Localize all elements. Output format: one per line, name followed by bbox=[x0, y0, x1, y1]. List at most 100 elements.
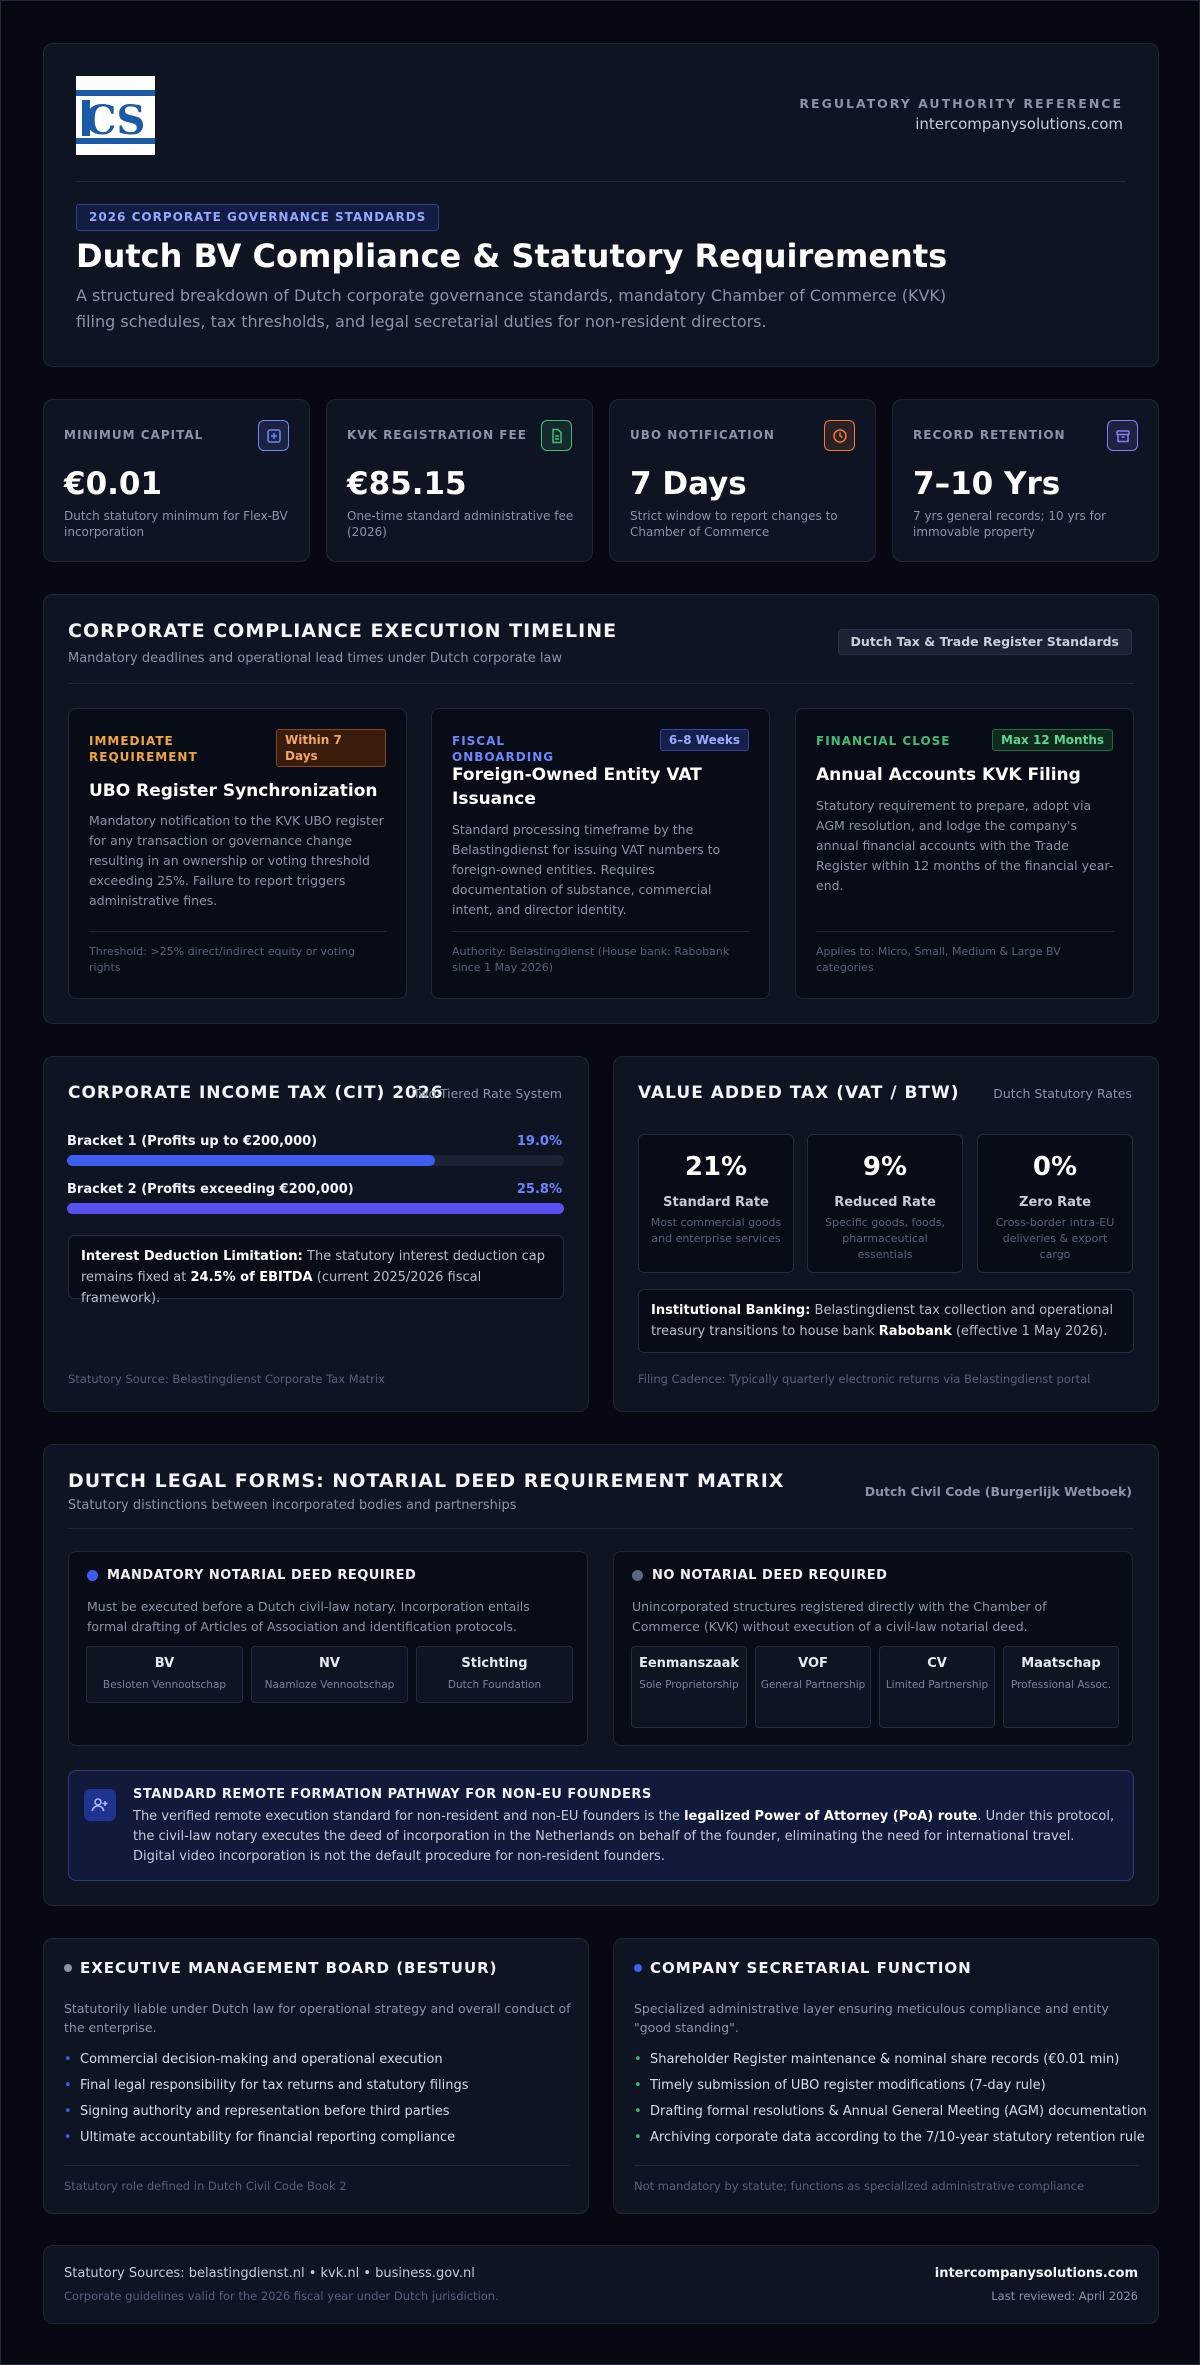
timeline-item: FISCAL ONBOARDING 6–8 Weeks Foreign-Owned … bbox=[431, 708, 770, 999]
bracket-bar-track bbox=[67, 1203, 564, 1214]
stat-label: RECORD RETENTION bbox=[913, 428, 1066, 442]
stat-description: Strict window to report changes to Chamb… bbox=[630, 509, 838, 539]
timeline-item-divider bbox=[816, 931, 1114, 932]
legal-form-name: VOF bbox=[798, 1656, 828, 1671]
page-title: Dutch BV Compliance & Statutory Requirem… bbox=[76, 237, 948, 275]
vat-rate-percent: 0% bbox=[1032, 1152, 1078, 1182]
timeline-kicker: FISCAL ONBOARDING bbox=[452, 734, 555, 764]
footer-reviewed: Last reviewed: April 2026 bbox=[991, 2289, 1138, 2303]
vat-title: VALUE ADDED TAX (VAT / BTW) bbox=[638, 1083, 960, 1103]
timeline-title: UBO Register Synchronization bbox=[89, 781, 378, 801]
footer-site[interactable]: intercompanysolutions.com bbox=[934, 2266, 1138, 2281]
secretary-divider bbox=[634, 2165, 1139, 2166]
deed-required-text: Must be executed before a Dutch civil-la… bbox=[87, 1599, 530, 1634]
stat-label: UBO NOTIFICATION bbox=[630, 428, 775, 442]
cit-card bbox=[43, 1056, 589, 1412]
house-bank: Rabobank bbox=[878, 1324, 952, 1339]
banking-heading: Institutional Banking: bbox=[651, 1303, 811, 1318]
timeline-body: Mandatory notification to the KVK UBO re… bbox=[89, 813, 384, 908]
deed-required-heading: MANDATORY NOTARIAL DEED REQUIRED bbox=[87, 1568, 416, 1583]
secretary-card: COMPANY SECRETARIAL FUNCTION Specialized… bbox=[613, 1938, 1159, 2214]
archive-icon bbox=[1107, 420, 1138, 451]
blue-dot-icon bbox=[87, 1570, 98, 1581]
timeline-badge: 6–8 Weeks bbox=[659, 729, 749, 751]
plus-square-icon bbox=[258, 420, 289, 451]
bracket-bar-fill bbox=[67, 1203, 564, 1214]
no-deed-panel: NO NOTARIAL DEED REQUIRED Unincorporated… bbox=[613, 1551, 1133, 1746]
secretary-description: Specialized administrative layer ensurin… bbox=[634, 2001, 1109, 2035]
vat-note: Dutch Statutory Rates bbox=[993, 1086, 1132, 1101]
vat-rate-box: 0% Zero Rate Cross-border intra-EU deliver… bbox=[977, 1134, 1133, 1273]
stat-card: RECORD RETENTION 7–10 Yrs 7 yrs general re… bbox=[892, 399, 1159, 562]
stat-card: KVK REGISTRATION FEE €85.15 One-time stand… bbox=[326, 399, 593, 562]
legal-form-box: Stichting Dutch Foundation bbox=[416, 1646, 573, 1703]
footer-sources: Statutory Sources: belastingdienst.nl • … bbox=[64, 2266, 475, 2281]
header-site: intercompanysolutions.com bbox=[915, 115, 1123, 133]
legal-form-description: Naamloze Vennootschap bbox=[264, 1679, 395, 1691]
board-description: Statutorily liable under Dutch law for o… bbox=[64, 2001, 571, 2035]
vat-rate-name: Reduced Rate bbox=[834, 1195, 936, 1210]
vat-rate-name: Zero Rate bbox=[1019, 1195, 1091, 1210]
timeline-badge: Max 12 Months bbox=[992, 729, 1113, 751]
timeline-item-divider bbox=[452, 931, 750, 932]
timeline-footnote: Threshold: >25% direct/indirect equity o… bbox=[89, 945, 356, 974]
year-tag: 2026 CORPORATE GOVERNANCE STANDARDS bbox=[76, 204, 440, 231]
timeline-item: IMMEDIATE REQUIREMENT Within 7 Days UBO Re… bbox=[68, 708, 407, 999]
legal-forms-title: DUTCH LEGAL FORMS: NOTARIAL DEED REQUIRE… bbox=[68, 1470, 785, 1492]
bracket-bar-track bbox=[67, 1155, 564, 1166]
company-logo: CS bbox=[76, 76, 155, 155]
list-item: Drafting formal resolutions & Annual Gen… bbox=[634, 2099, 1147, 2125]
secretary-title-text: COMPANY SECRETARIAL FUNCTION bbox=[650, 1959, 972, 1977]
legal-form-name: Eenmanszaak bbox=[638, 1656, 740, 1671]
timeline-item-divider bbox=[89, 931, 387, 932]
no-deed-heading: NO NOTARIAL DEED REQUIRED bbox=[632, 1568, 887, 1583]
ebitda-cap: 24.5% of EBITDA bbox=[190, 1270, 313, 1285]
footer-card: Statutory Sources: belastingdienst.nl • … bbox=[43, 2245, 1159, 2324]
board-divider bbox=[64, 2165, 569, 2166]
stat-value: 7 Days bbox=[630, 466, 747, 502]
stat-description: One-time standard administrative fee (20… bbox=[347, 509, 574, 539]
vat-rate-percent: 21% bbox=[684, 1152, 748, 1182]
bracket-rate: 25.8% bbox=[516, 1182, 562, 1197]
stat-description: Dutch statutory minimum for Flex-BV inco… bbox=[64, 509, 288, 539]
svg-text:CS: CS bbox=[85, 97, 146, 144]
vat-rate-name: Standard Rate bbox=[663, 1195, 769, 1210]
timeline-item: FINANCIAL CLOSE Max 12 Months Annual Accou… bbox=[795, 708, 1134, 999]
legal-form-box: Maatschap Professional Assoc. bbox=[1003, 1646, 1119, 1728]
cit-title: CORPORATE INCOME TAX (CIT) 2026 bbox=[68, 1083, 444, 1103]
stat-label: MINIMUM CAPITAL bbox=[64, 428, 204, 442]
banking-effective-date: (effective 1 May 2026). bbox=[951, 1324, 1108, 1339]
list-item: Shareholder Register maintenance & nomin… bbox=[634, 2047, 1147, 2073]
vat-rate-box: 9% Reduced Rate Specific goods, foods, pha… bbox=[807, 1134, 963, 1273]
list-item: Ultimate accountability for financial re… bbox=[64, 2125, 469, 2151]
poa-route: legalized Power of Attorney (PoA) route bbox=[684, 1809, 978, 1824]
legal-forms-subtitle: Statutory distinctions between incorpora… bbox=[68, 1498, 517, 1513]
interest-deduction-heading: Interest Deduction Limitation: bbox=[81, 1249, 303, 1264]
legal-form-description: General Partnership bbox=[760, 1679, 866, 1691]
vat-source: Filing Cadence: Typically quarterly elec… bbox=[638, 1372, 1091, 1386]
legal-form-description: Limited Partnership bbox=[885, 1679, 989, 1691]
legal-form-name: Maatschap bbox=[1021, 1656, 1101, 1671]
deed-required-label: MANDATORY NOTARIAL DEED REQUIRED bbox=[107, 1568, 417, 1583]
page-subtitle: A structured breakdown of Dutch corporat… bbox=[76, 286, 947, 331]
timeline-kicker: FINANCIAL CLOSE bbox=[816, 734, 951, 748]
secretary-duties-list: Shareholder Register maintenance & nomin… bbox=[634, 2047, 1147, 2151]
stat-card: MINIMUM CAPITAL €0.01 Dutch statutory mini… bbox=[43, 399, 310, 562]
legal-form-box: BV Besloten Vennootschap bbox=[86, 1646, 243, 1703]
authority-label: REGULATORY AUTHORITY REFERENCE bbox=[799, 96, 1123, 111]
legal-form-description: Besloten Vennootschap bbox=[102, 1679, 227, 1691]
bracket-rate: 19.0% bbox=[516, 1134, 562, 1149]
legal-form-name: CV bbox=[927, 1656, 947, 1671]
timeline-footnote: Authority: Belastingdienst (House bank: … bbox=[452, 945, 730, 974]
user-plus-icon bbox=[84, 1789, 116, 1821]
interest-deduction-note: Interest Deduction Limitation: The statu… bbox=[68, 1235, 564, 1306]
legal-form-description: Professional Assoc. bbox=[1010, 1679, 1112, 1691]
no-deed-text: Unincorporated structures registered dir… bbox=[632, 1599, 1047, 1634]
list-item: Timely submission of UBO register modifi… bbox=[634, 2073, 1147, 2099]
timeline-standards-badge: Dutch Tax & Trade Register Standards bbox=[837, 629, 1132, 655]
timeline-subtitle: Mandatory deadlines and operational lead… bbox=[68, 651, 563, 666]
board-card: EXECUTIVE MANAGEMENT BOARD (BESTUUR) Sta… bbox=[43, 1938, 589, 2214]
banking-text: Belastingdienst tax collection and opera… bbox=[651, 1303, 1114, 1339]
remote-pathway-text: The verified remote execution standard f… bbox=[133, 1807, 1118, 1867]
